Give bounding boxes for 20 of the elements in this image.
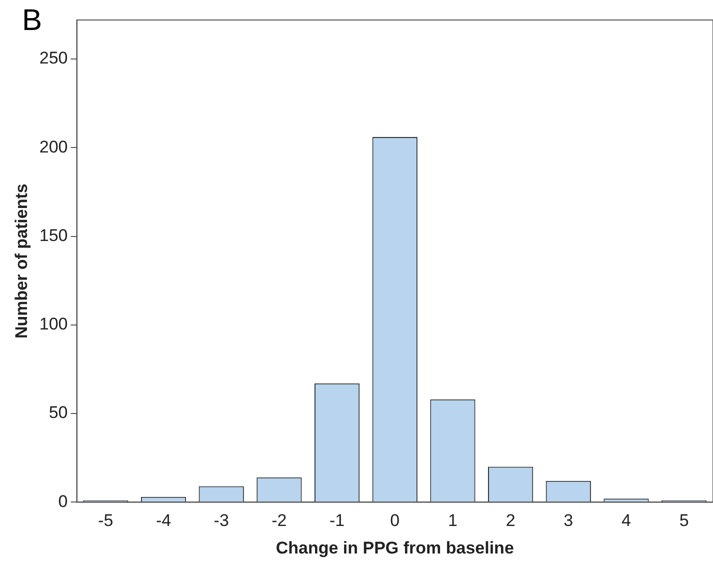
x-tick-label: -3 [214, 511, 229, 530]
x-tick-label: 1 [448, 511, 458, 530]
x-tick-label: 5 [679, 511, 689, 530]
y-tick-label: 50 [48, 403, 68, 422]
y-tick-label: 0 [58, 492, 68, 511]
x-tick-label: -2 [272, 511, 287, 530]
x-tick-label: -4 [156, 511, 172, 530]
x-tick-label: 3 [564, 511, 574, 530]
x-tick-label: 4 [622, 511, 631, 530]
x-tick-label: -5 [98, 511, 114, 530]
x-tick-label: -1 [329, 511, 345, 530]
y-axis-title: Number of patients [12, 184, 31, 339]
y-tick-label: 250 [39, 48, 68, 68]
x-tick-label: 2 [506, 511, 516, 530]
y-tick-label: 100 [39, 314, 68, 334]
x-tick-label: 0 [390, 511, 400, 530]
y-tick-label: 200 [39, 137, 68, 156]
x-axis-title: Change in PPG from baseline [276, 538, 514, 558]
y-tick-label: 150 [39, 226, 68, 245]
chart-title: B [22, 4, 42, 38]
